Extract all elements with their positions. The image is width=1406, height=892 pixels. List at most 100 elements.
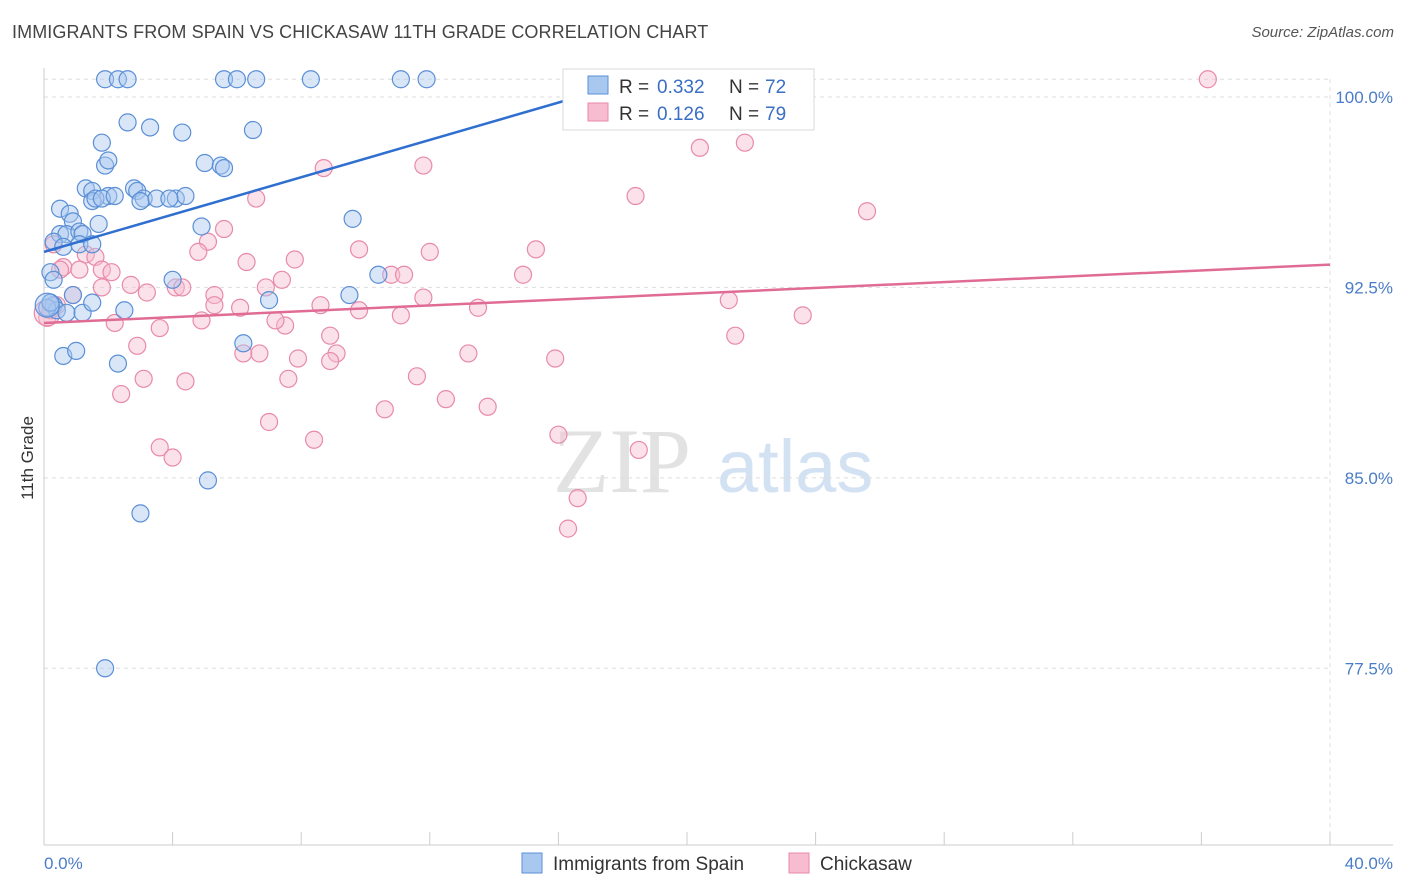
chickasaw-point-13 (189, 242, 208, 261)
chickasaw-point-31 (173, 278, 192, 297)
chickasaw-point-22 (70, 260, 89, 279)
correlation-legend: R = 0.332 N = 72 R = 0.126 N = 79 (562, 68, 815, 131)
chickasaw-point-55 (250, 344, 269, 363)
legend-r-value-spain: 0.332 (657, 77, 705, 98)
chickasaw-point-25 (394, 265, 414, 284)
chart-title: IMMIGRANTS FROM SPAIN VS CHICKASAW 11TH … (12, 22, 709, 42)
chickasaw-point-59 (407, 367, 427, 386)
spain-point-6 (301, 70, 320, 89)
legend-n-label-spain: N = (729, 77, 759, 98)
spain-point-18 (214, 158, 234, 178)
chickasaw-point-39 (231, 298, 250, 317)
legend-swatch-spain (587, 75, 609, 95)
chickasaw-point-41 (391, 306, 410, 325)
chickasaw-point-12 (349, 240, 369, 259)
chickasaw-point-69 (150, 438, 169, 457)
spain-point-5 (247, 70, 266, 89)
chickasaw-point-26 (513, 265, 533, 284)
spain-point-8 (417, 70, 436, 89)
chickasaw-point-73 (568, 489, 587, 508)
chickasaw-point-33 (137, 283, 156, 302)
spain-point-3 (214, 70, 234, 89)
spain-cluster-point (34, 292, 60, 318)
spain-point-65 (131, 504, 150, 523)
legend-n-label-chickasaw: N = (729, 104, 759, 125)
spain-point-13 (92, 133, 111, 152)
spain-point-51 (259, 291, 279, 310)
spain-point-1 (108, 70, 128, 89)
chickasaw-point-28 (92, 278, 111, 297)
spain-point-40 (192, 217, 211, 236)
x-tick-label-max: 40.0% (1345, 854, 1393, 873)
series-spain-points (34, 70, 436, 678)
chickasaw-point-78 (205, 296, 224, 315)
y-tick-label-0: 77.5% (1345, 659, 1393, 678)
chickasaw-point-29 (121, 275, 140, 294)
chickasaw-point-35 (414, 288, 433, 307)
chickasaw-point-50 (726, 326, 745, 345)
chickasaw-point-4 (414, 156, 433, 175)
chickasaw-point-74 (558, 519, 578, 538)
chickasaw-point-24 (382, 265, 401, 284)
chickasaw-point-43 (793, 306, 812, 325)
chickasaw-point-27 (272, 270, 292, 289)
spain-point-63 (108, 354, 128, 373)
bottom-legend-label-chickasaw: Chickasaw (820, 854, 912, 875)
spain-point-41 (343, 209, 362, 228)
legend-r-value-chickasaw: 0.126 (657, 104, 705, 125)
spain-point-26 (128, 181, 147, 201)
spain-point-52 (340, 285, 359, 305)
chickasaw-point-64 (436, 390, 455, 409)
chickasaw-point-16 (420, 242, 439, 261)
spain-point-58 (83, 293, 102, 312)
spain-point-15 (99, 151, 118, 170)
chickasaw-point-56 (288, 349, 308, 368)
spain-point-23 (86, 189, 105, 208)
spain-point-64 (198, 471, 218, 490)
chickasaw-point-0 (1198, 70, 1217, 89)
chickasaw-point-1 (690, 138, 709, 157)
spain-point-4 (227, 70, 246, 89)
spain-point-17 (211, 156, 230, 175)
legend-r-label-chickasaw: R = (619, 104, 649, 125)
chickasaw-point-5 (626, 186, 645, 206)
trend-lines (43, 95, 1331, 325)
spain-point-66 (95, 659, 115, 678)
x-tick-labels: 0.0% 40.0% (44, 854, 1393, 873)
spain-point-35 (89, 214, 108, 234)
axes (43, 68, 1393, 846)
chickasaw-point-72 (629, 440, 648, 460)
chickasaw-point-20 (285, 250, 304, 269)
chickasaw-point-61 (134, 369, 153, 388)
chickasaw-point-7 (857, 202, 877, 221)
legend-r-label-spain: R = (619, 77, 649, 98)
legend-n-value-spain: 72 (765, 77, 786, 98)
chickasaw-point-11 (526, 240, 545, 259)
spain-point-60 (234, 334, 253, 353)
y-tick-labels: 77.5% 85.0% 92.5% 100.0% (1335, 88, 1393, 678)
spain-point-11 (173, 123, 192, 142)
chickasaw-point-49 (321, 326, 340, 345)
spain-point-7 (391, 70, 410, 89)
chickasaw-point-34 (205, 285, 224, 305)
spain-point-32 (50, 199, 70, 218)
watermark-zip: ZIP (553, 410, 691, 512)
chickasaw-point-2 (735, 133, 754, 152)
chickasaw-point-36 (719, 291, 738, 310)
chickasaw-point-48 (150, 318, 169, 338)
spain-point-27 (134, 189, 153, 208)
spain-point-12 (243, 120, 263, 140)
legend-swatch-chickasaw (587, 102, 609, 122)
spain-point-70 (160, 189, 179, 208)
x-tick-label-min: 0.0% (44, 854, 83, 873)
spain-point-48 (163, 270, 182, 289)
chickasaw-point-68 (549, 425, 568, 444)
chickasaw-point-62 (176, 372, 195, 391)
chickasaw-point-70 (304, 430, 324, 449)
chickasaw-point-54 (459, 344, 478, 363)
chickasaw-point-63 (112, 384, 131, 404)
spain-point-10 (140, 118, 160, 137)
chickasaw-point-19 (237, 252, 256, 272)
spain-point-2 (118, 70, 137, 89)
legend-n-value-chickasaw: 79 (765, 104, 786, 125)
